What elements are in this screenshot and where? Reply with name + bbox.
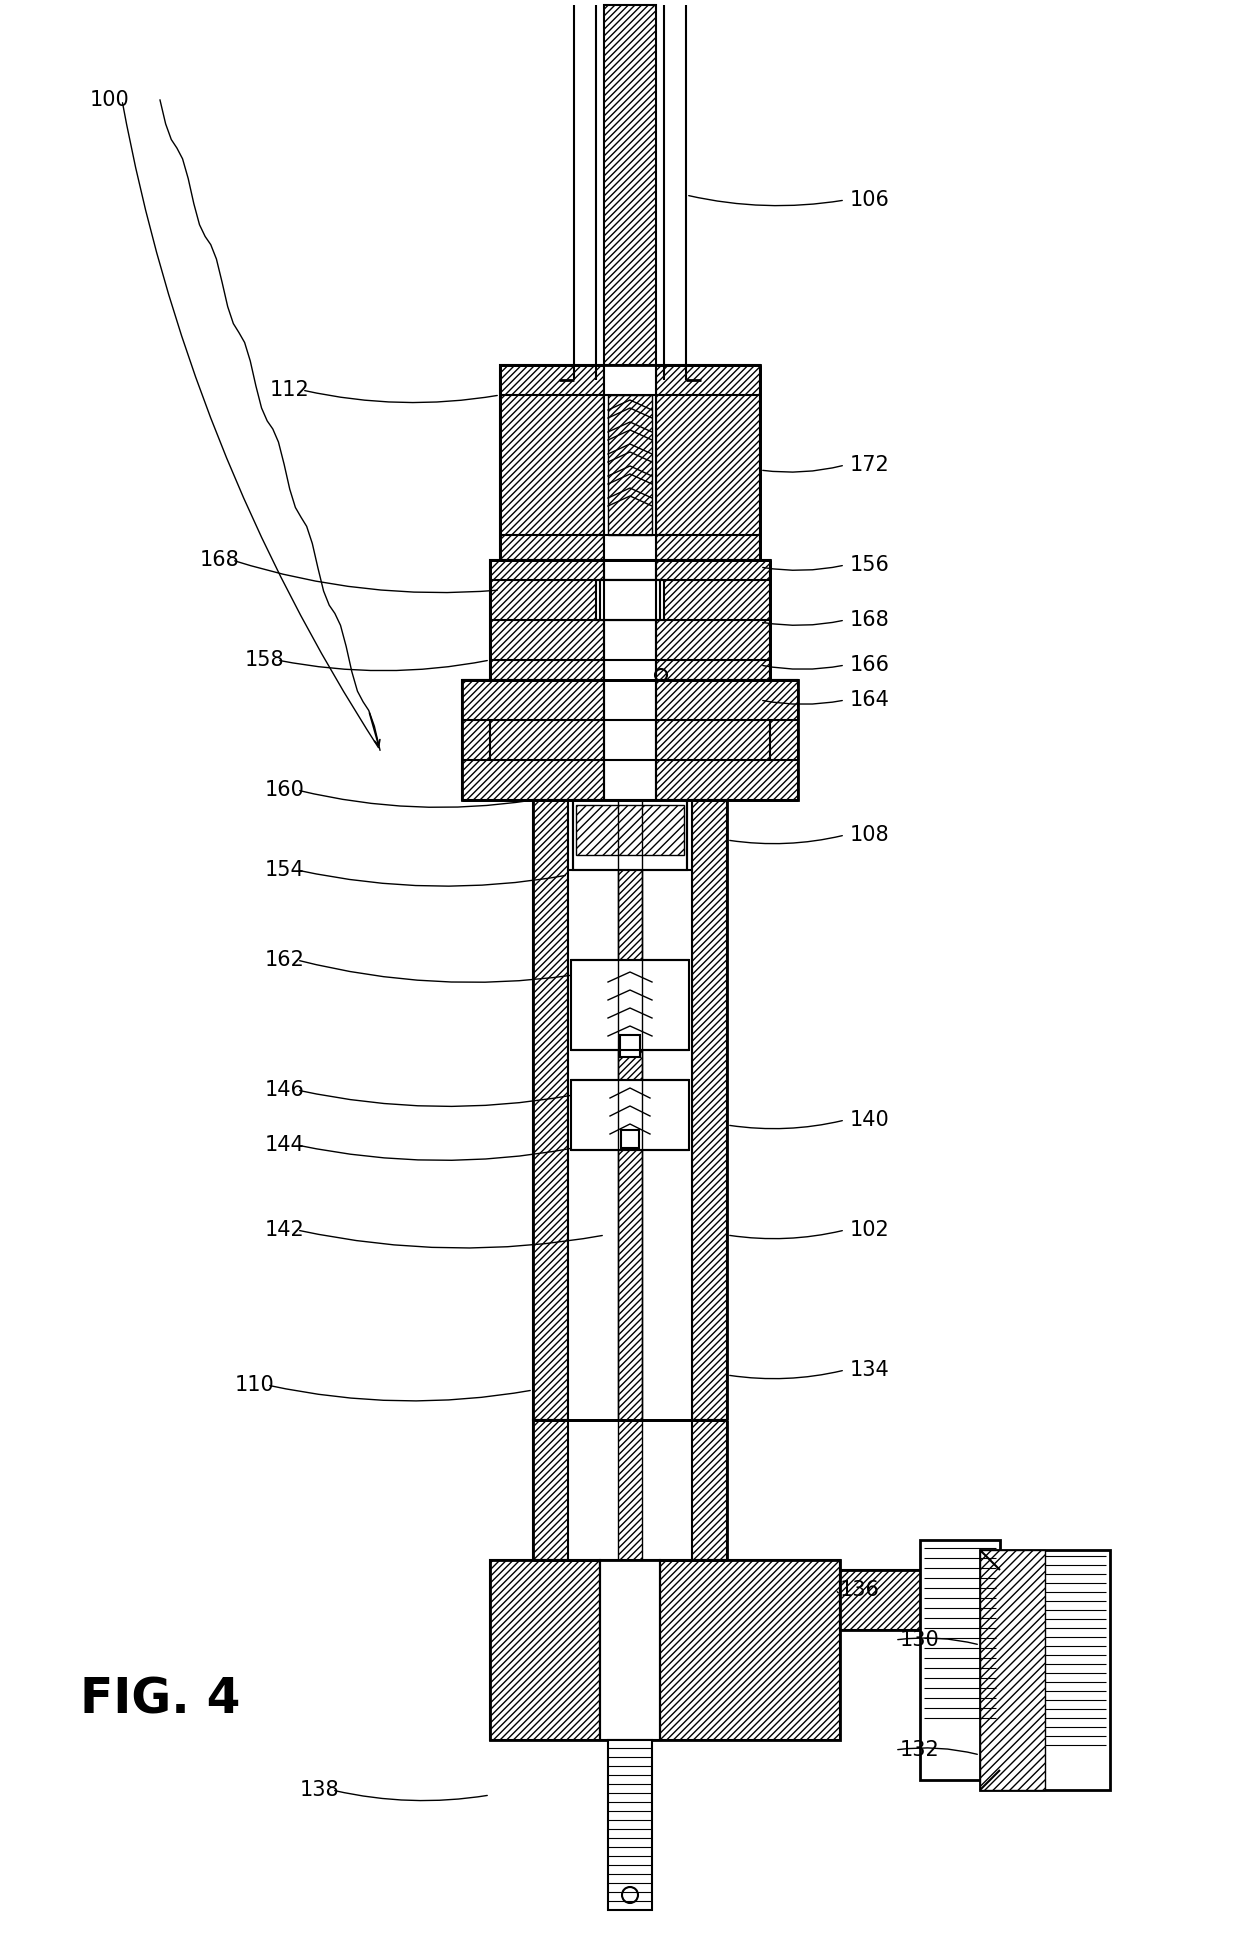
Text: 154: 154 (265, 860, 305, 880)
Bar (490, 559, 770, 680)
Bar (568, 800, 692, 1419)
Text: 168: 168 (849, 610, 890, 630)
Bar (980, 1550, 1110, 1791)
Text: 130: 130 (900, 1630, 940, 1650)
Text: 132: 132 (900, 1740, 940, 1760)
Text: 110: 110 (236, 1374, 275, 1396)
Bar (490, 1560, 600, 1740)
Bar (920, 1541, 999, 1779)
Bar (596, 581, 663, 620)
Bar (618, 1419, 642, 1560)
Bar (692, 1419, 727, 1560)
Text: 138: 138 (300, 1779, 340, 1801)
Bar (660, 1560, 839, 1740)
Text: 166: 166 (849, 655, 890, 674)
Text: 144: 144 (265, 1136, 305, 1155)
Text: 100: 100 (91, 90, 130, 109)
Bar (604, 366, 656, 559)
Text: 172: 172 (849, 456, 890, 475)
Bar (600, 581, 660, 620)
Bar (621, 1130, 639, 1148)
Bar (500, 366, 604, 559)
Text: 164: 164 (849, 690, 890, 710)
Bar (490, 1560, 839, 1740)
Text: 112: 112 (270, 379, 310, 401)
Text: 162: 162 (265, 950, 305, 970)
Text: 160: 160 (265, 780, 305, 800)
Text: 140: 140 (849, 1110, 890, 1130)
Text: 134: 134 (849, 1361, 890, 1380)
Bar (839, 1570, 950, 1630)
Bar (604, 6, 656, 379)
Bar (490, 559, 604, 680)
Bar (533, 800, 568, 1419)
Bar (608, 395, 652, 536)
Text: FIG. 4: FIG. 4 (81, 1675, 241, 1724)
Bar (656, 680, 799, 800)
Bar (570, 960, 689, 1050)
Text: 156: 156 (849, 555, 890, 575)
Bar (608, 1740, 652, 1910)
Bar (656, 559, 770, 680)
Bar (463, 680, 604, 800)
Bar (620, 1034, 640, 1058)
Bar (463, 680, 799, 800)
Bar (533, 1419, 568, 1560)
Text: 108: 108 (849, 825, 889, 845)
Text: 158: 158 (246, 649, 285, 671)
Bar (839, 1570, 950, 1630)
Text: 102: 102 (849, 1220, 890, 1239)
Bar (600, 1560, 660, 1740)
Bar (577, 805, 684, 854)
Bar (500, 366, 760, 559)
Bar (618, 800, 642, 1419)
Text: 146: 146 (265, 1079, 305, 1101)
Bar (656, 366, 760, 559)
Bar (692, 800, 727, 1419)
Text: 168: 168 (200, 549, 239, 571)
Bar (980, 1550, 1045, 1791)
Text: 106: 106 (849, 190, 890, 209)
Text: 136: 136 (839, 1580, 880, 1599)
Bar (570, 1079, 689, 1150)
Bar (573, 800, 687, 870)
Text: 142: 142 (265, 1220, 305, 1239)
